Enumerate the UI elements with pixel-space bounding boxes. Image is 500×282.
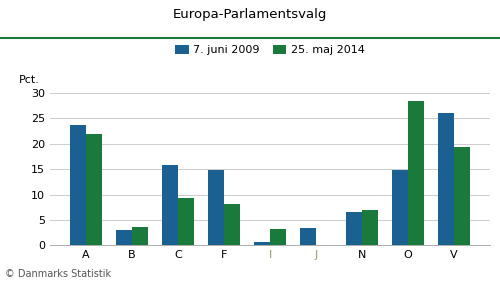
- Bar: [208, 170, 224, 245]
- Bar: [392, 170, 408, 245]
- Bar: [438, 113, 454, 245]
- Bar: [254, 242, 270, 245]
- Text: © Danmarks Statistik: © Danmarks Statistik: [5, 269, 111, 279]
- Bar: [86, 134, 102, 245]
- Text: Pct.: Pct.: [19, 76, 40, 85]
- Text: Europa-Parlamentsvalg: Europa-Parlamentsvalg: [173, 8, 327, 21]
- Bar: [408, 101, 424, 245]
- Bar: [116, 230, 132, 245]
- Bar: [178, 198, 194, 245]
- Bar: [346, 212, 362, 245]
- Bar: [362, 210, 378, 245]
- Bar: [224, 204, 240, 245]
- Legend: 7. juni 2009, 25. maj 2014: 7. juni 2009, 25. maj 2014: [171, 41, 369, 60]
- Bar: [132, 227, 148, 245]
- Bar: [162, 165, 178, 245]
- Bar: [300, 228, 316, 245]
- Bar: [70, 125, 86, 245]
- Bar: [454, 147, 470, 245]
- Bar: [270, 229, 286, 245]
